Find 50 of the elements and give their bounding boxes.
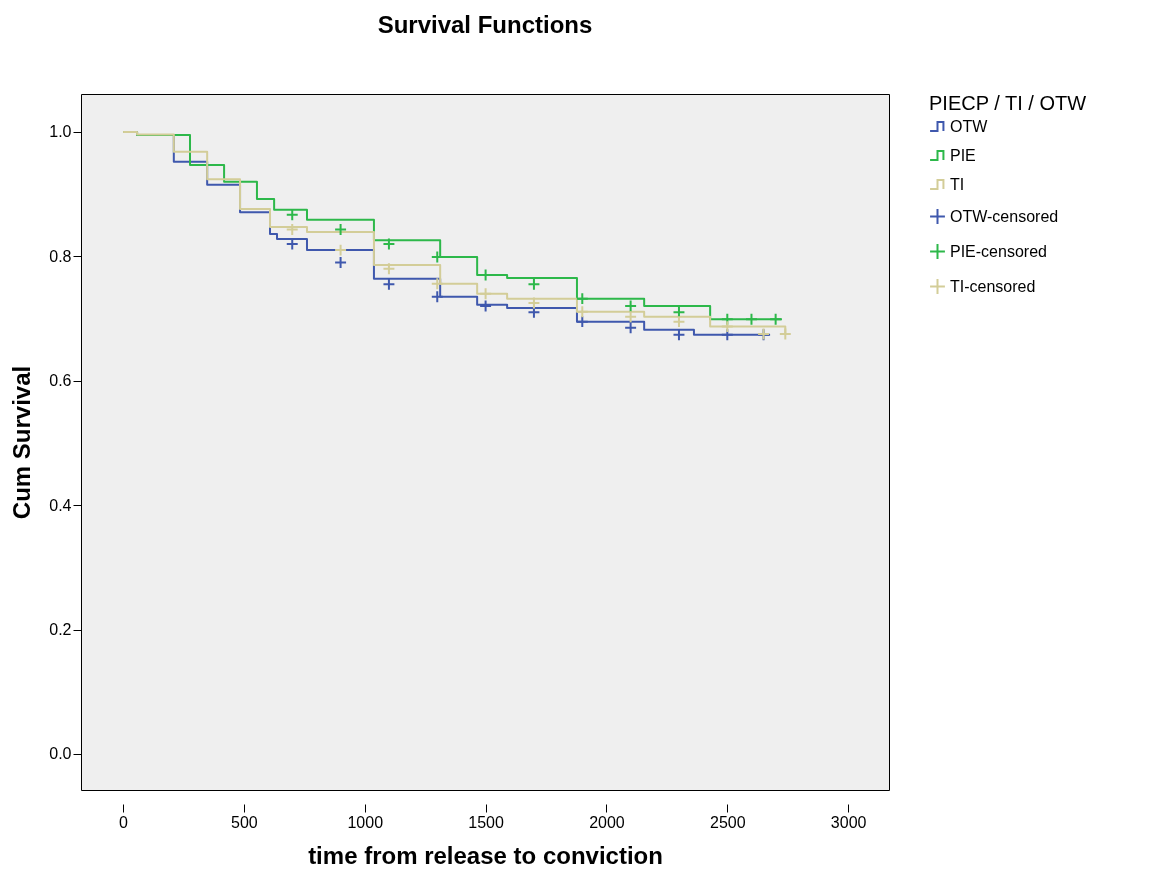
point bbox=[624, 310, 638, 324]
point bbox=[285, 223, 299, 237]
legend-label: PIE-censored bbox=[950, 242, 1047, 260]
point bbox=[720, 320, 734, 334]
point bbox=[430, 290, 444, 304]
point bbox=[479, 287, 493, 301]
x-tick-label: 1500 bbox=[468, 813, 504, 831]
point bbox=[527, 277, 541, 291]
point bbox=[672, 305, 686, 319]
y-tick-label: 0.4 bbox=[49, 496, 72, 514]
y-tick-label: 0.6 bbox=[49, 372, 72, 390]
point bbox=[624, 321, 638, 335]
x-tick-label: 2000 bbox=[589, 813, 625, 831]
point bbox=[285, 208, 299, 222]
x-tick-label: 0 bbox=[119, 813, 129, 831]
chart-title: Survival Functions bbox=[377, 11, 593, 38]
point bbox=[382, 262, 396, 276]
point bbox=[672, 315, 686, 329]
y-tick-label: 1.0 bbox=[49, 123, 72, 141]
point bbox=[778, 327, 792, 341]
legend-label: OTW-censored bbox=[950, 207, 1059, 225]
y-tick-label: 0.8 bbox=[49, 247, 72, 265]
point bbox=[334, 223, 348, 237]
y-axis-title: Cum Survival bbox=[8, 365, 36, 520]
y-tick-label: 0.0 bbox=[49, 745, 72, 763]
point bbox=[527, 296, 541, 310]
point bbox=[382, 277, 396, 291]
legend-label: PIE bbox=[950, 146, 976, 164]
point bbox=[769, 312, 783, 326]
x-tick-label: 3000 bbox=[830, 813, 867, 831]
y-tick-label: 0.2 bbox=[49, 621, 72, 639]
x-tick-label: 2500 bbox=[710, 813, 746, 831]
legend-label: TI-censored bbox=[950, 277, 1036, 295]
point bbox=[575, 305, 589, 319]
point bbox=[430, 277, 444, 291]
x-tick-label: 500 bbox=[231, 813, 258, 831]
point bbox=[624, 299, 638, 313]
point bbox=[479, 299, 493, 313]
x-tick-label: 1000 bbox=[347, 813, 384, 831]
point bbox=[334, 243, 348, 257]
legend-label: OTW bbox=[950, 117, 989, 135]
point bbox=[672, 328, 686, 342]
point bbox=[575, 292, 589, 306]
legend-label: TI bbox=[950, 175, 965, 193]
point bbox=[575, 315, 589, 329]
point bbox=[382, 237, 396, 251]
point bbox=[334, 256, 348, 270]
point bbox=[745, 312, 758, 326]
legend-title: PIECP / TI / OTW bbox=[929, 92, 1087, 114]
x-axis-title: time from release to conviction bbox=[308, 841, 663, 869]
